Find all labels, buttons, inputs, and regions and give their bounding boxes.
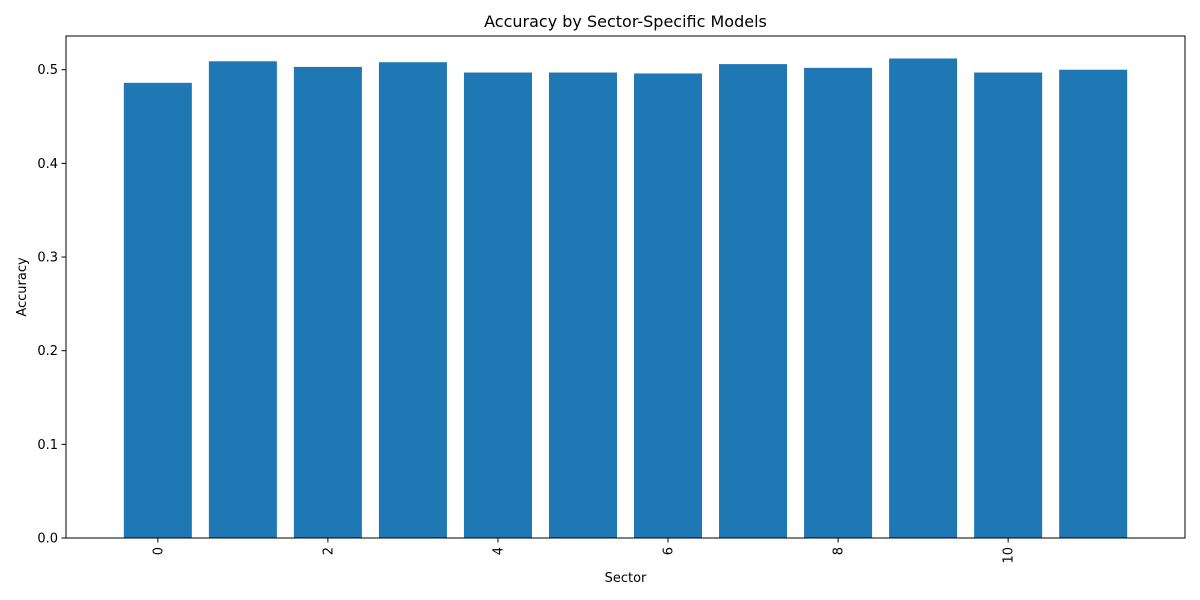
axes-frame [65, 35, 1186, 539]
bar-sector-6 [634, 73, 703, 539]
chart-title: Accuracy by Sector-Specific Models [484, 12, 767, 31]
x-tick-label: 0 [151, 547, 166, 555]
x-axis: 0 2 4 6 8 10 [151, 538, 1017, 564]
y-axis-label: Accuracy [15, 257, 30, 317]
y-axis: 0.0 0.1 0.2 0.3 0.4 0.5 [37, 63, 66, 547]
bars-group [123, 58, 1128, 539]
bar-sector-11 [1059, 69, 1128, 538]
bar-sector-0 [123, 82, 192, 538]
y-tick-label: 0.1 [37, 438, 58, 453]
bar-sector-3 [378, 62, 447, 539]
x-tick-label: 10 [1002, 547, 1017, 564]
x-tick-label: 4 [491, 547, 506, 555]
bar-sector-10 [974, 72, 1043, 538]
x-tick-label: 2 [321, 547, 336, 555]
bar-sector-8 [804, 67, 873, 538]
y-tick-label: 0.5 [37, 63, 58, 78]
y-tick-label: 0.0 [37, 532, 58, 547]
bar-sector-7 [719, 64, 788, 538]
bar-sector-5 [548, 72, 617, 538]
x-tick-label: 6 [662, 547, 677, 555]
y-tick-label: 0.2 [37, 344, 58, 359]
x-axis-label: Sector [605, 571, 647, 586]
bar-sector-4 [463, 72, 532, 538]
y-tick-label: 0.4 [37, 157, 58, 172]
y-tick-label: 0.3 [37, 251, 58, 266]
x-tick-label: 8 [832, 547, 847, 555]
bar-sector-2 [293, 66, 362, 539]
bar-sector-9 [889, 58, 958, 539]
bar-sector-1 [208, 61, 277, 538]
